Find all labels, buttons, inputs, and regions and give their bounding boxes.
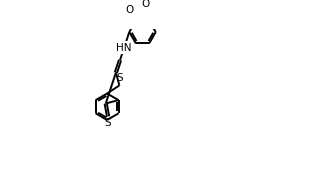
Text: S: S — [116, 74, 123, 84]
Text: S: S — [105, 118, 111, 128]
Text: HN: HN — [116, 43, 132, 53]
Text: O: O — [141, 0, 149, 9]
Text: O: O — [126, 5, 134, 15]
